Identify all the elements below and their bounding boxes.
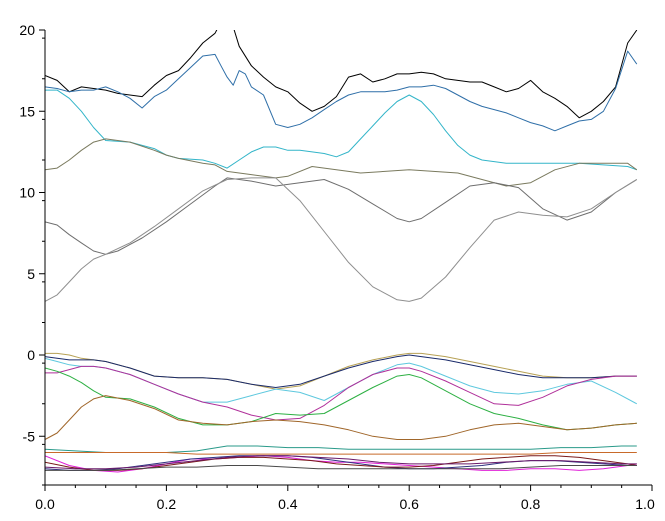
series-line-16 bbox=[45, 455, 637, 471]
series-line-10 bbox=[45, 365, 637, 421]
series-line-8 bbox=[45, 354, 637, 388]
series-line-19 bbox=[45, 455, 637, 470]
x-tick-label: 1.0 bbox=[635, 496, 655, 512]
series-line-2 bbox=[45, 50, 638, 132]
series-line-11 bbox=[45, 367, 637, 431]
series-line-14 bbox=[45, 452, 637, 455]
y-tick-label: 15 bbox=[19, 103, 35, 119]
series-line-5 bbox=[45, 177, 638, 255]
series-line-3 bbox=[45, 89, 637, 171]
series-line-7 bbox=[45, 352, 637, 390]
y-tick-label: 0 bbox=[27, 347, 35, 363]
x-tick-label: 0.8 bbox=[521, 496, 541, 512]
ticks-layer: -5 0 5 10 15 20 0.0 0.2 0.4 0.6 0.8 1.0 bbox=[19, 22, 655, 512]
x-tick-label: 0.6 bbox=[399, 496, 419, 512]
series-line-1 bbox=[45, 30, 638, 119]
series-line-6 bbox=[45, 177, 638, 302]
y-tick-label: -5 bbox=[23, 428, 36, 444]
series-line-12 bbox=[45, 395, 637, 440]
y-tick-label: 5 bbox=[27, 266, 35, 282]
series-line-9 bbox=[45, 357, 638, 405]
series-line-4 bbox=[45, 138, 638, 187]
x-tick-label: 0.2 bbox=[157, 496, 177, 512]
series-layer bbox=[45, 30, 638, 473]
series-line-13 bbox=[45, 445, 637, 453]
series-line-17 bbox=[45, 455, 637, 471]
x-tick-label: 0.0 bbox=[35, 496, 55, 512]
y-tick-label: 10 bbox=[19, 185, 35, 201]
x-tick-label: 0.4 bbox=[278, 496, 298, 512]
series-line-18 bbox=[45, 465, 637, 471]
y-tick-label: 20 bbox=[19, 22, 35, 38]
